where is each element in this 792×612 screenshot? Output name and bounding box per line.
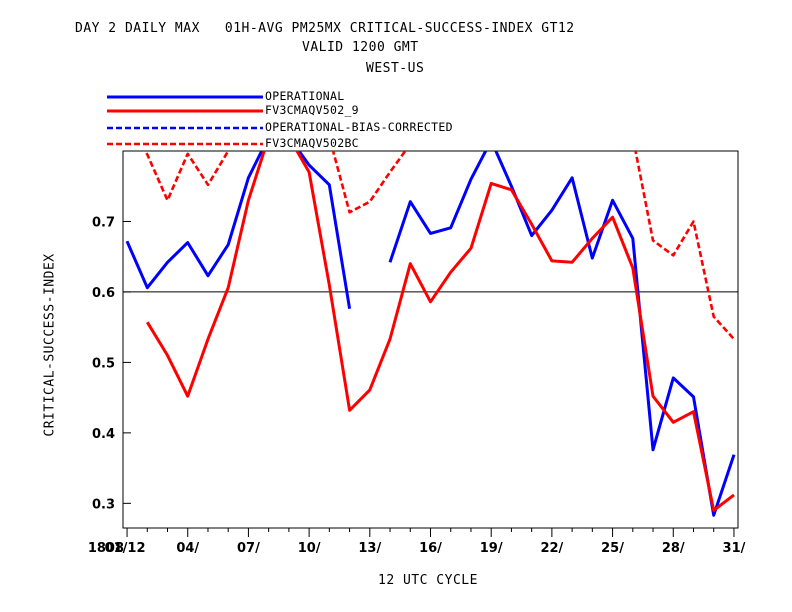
x-tick-label: 01/12 [105, 541, 146, 556]
plot-area [125, 151, 736, 517]
x-tick-label: 28/ [662, 541, 685, 556]
legend-item-operational: OPERATIONAL [107, 89, 507, 104]
x-tick-label: 1808 [88, 541, 124, 556]
chart-subtitle-valid: VALID 1200 GMT [302, 40, 419, 55]
x-tick-label: 31/ [723, 541, 746, 556]
y-tick-label: 0.6 [92, 286, 115, 301]
series-line-fv3cmaqv502-9 [146, 151, 735, 512]
y-tick-label: 0.3 [92, 497, 115, 512]
legend-label: FV3CMAQV502BC [265, 136, 359, 150]
x-axis-label: 12 UTC CYCLE [378, 573, 478, 588]
legend-label: OPERATIONAL [265, 89, 345, 103]
chart-title: DAY 2 DAILY MAX 01H-AVG PM25MX CRITICAL-… [75, 21, 575, 36]
x-tick-label: 22/ [540, 541, 563, 556]
legend-item-fv3cmaqv502-9: FV3CMAQV502_9 [107, 103, 507, 118]
y-tick-label: 0.5 [92, 356, 115, 371]
x-tick-label: 25/ [601, 541, 624, 556]
y-tick-label: 0.7 [92, 215, 115, 230]
y-axis-label: CRITICAL-SUCCESS-INDEX [42, 253, 58, 437]
series-line-fv3cmaqv502bc [143, 151, 407, 214]
plot-frame [122, 150, 739, 529]
series-line-operational [388, 151, 736, 517]
legend-item-fv3cmaqv502bc: FV3CMAQV502BC [107, 136, 507, 151]
legend-label: OPERATIONAL-BIAS-CORRECTED [265, 120, 453, 134]
x-tick-label: 19/ [480, 541, 503, 556]
x-tick-label: 13/ [358, 541, 381, 556]
legend-label: FV3CMAQV502_9 [265, 103, 359, 117]
chart-subtitle-region: WEST-US [366, 61, 425, 76]
x-tick-label: 07/ [237, 541, 260, 556]
series-line-operational [125, 151, 352, 310]
x-tick-label: 16/ [419, 541, 442, 556]
legend-item-operational-bias-corrected: OPERATIONAL-BIAS-CORRECTED [107, 120, 507, 135]
x-tick-label: 04/ [176, 541, 199, 556]
y-tick-label: 0.4 [92, 427, 115, 442]
series-line-fv3cmaqv502bc [634, 151, 735, 340]
x-tick-label: 10/ [298, 541, 321, 556]
